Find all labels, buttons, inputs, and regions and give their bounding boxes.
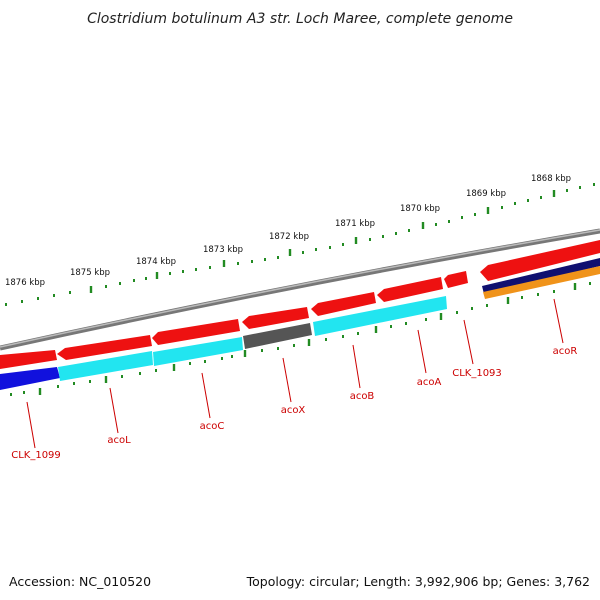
tick-labels: 1876 kbp 1875 kbp 1874 kbp 1873 kbp 1872… (5, 174, 571, 288)
gene-arrow[interactable] (480, 240, 600, 281)
outer-ticks (5, 183, 595, 306)
genome-backbone (0, 228, 600, 351)
genome-backbone-highlight (0, 229, 600, 348)
gene-arrow[interactable] (58, 351, 153, 381)
gene-arrow[interactable] (0, 367, 60, 390)
tick-label: 1876 kbp (5, 278, 45, 288)
tick-label: 1868 kbp (531, 174, 571, 184)
gene-arrow[interactable] (482, 258, 600, 294)
gene-arrow[interactable] (313, 296, 447, 336)
gene-arrow[interactable] (57, 335, 152, 360)
reverse-strand-genes (0, 258, 600, 390)
gene-label[interactable]: CLK_1093 (452, 368, 502, 379)
gene-arrow[interactable] (242, 307, 309, 329)
gene-label-leaders (26, 298, 564, 449)
genome-summary-text: Topology: circular; Length: 3,992,906 bp… (246, 574, 590, 589)
accession-text: Accession: NC_010520 (9, 574, 151, 589)
gene-arrow[interactable] (153, 337, 243, 366)
gene-label[interactable]: acoR (553, 346, 578, 357)
genome-title: Clostridium botulinum A3 str. Loch Maree… (87, 11, 513, 27)
gene-label[interactable]: CLK_1099 (11, 450, 61, 461)
tick-label: 1873 kbp (203, 245, 243, 255)
tick-label: 1874 kbp (136, 257, 176, 267)
gene-label[interactable]: acoA (417, 377, 442, 388)
gene-arrow[interactable] (0, 350, 57, 369)
gene-label[interactable]: acoB (350, 391, 375, 402)
gene-arrow[interactable] (483, 266, 600, 299)
gene-arrow[interactable] (243, 323, 312, 349)
tick-label: 1872 kbp (269, 232, 309, 242)
gene-labels: CLK_1099 acoL acoC acoX acoB acoA CLK_10… (11, 346, 577, 461)
gene-arrow[interactable] (311, 292, 376, 316)
gene-arrow[interactable] (152, 319, 240, 345)
gene-label[interactable]: acoX (281, 405, 306, 416)
inner-ticks (10, 282, 591, 396)
gene-label[interactable]: acoL (107, 435, 131, 446)
gene-label[interactable]: acoC (200, 421, 225, 432)
tick-label: 1871 kbp (335, 219, 375, 229)
tick-label: 1869 kbp (466, 189, 506, 199)
tick-label: 1875 kbp (70, 268, 110, 278)
gene-arrow[interactable] (444, 271, 468, 288)
forward-strand-genes (0, 240, 600, 369)
tick-label: 1870 kbp (400, 204, 440, 214)
gene-arrow[interactable] (377, 277, 443, 302)
